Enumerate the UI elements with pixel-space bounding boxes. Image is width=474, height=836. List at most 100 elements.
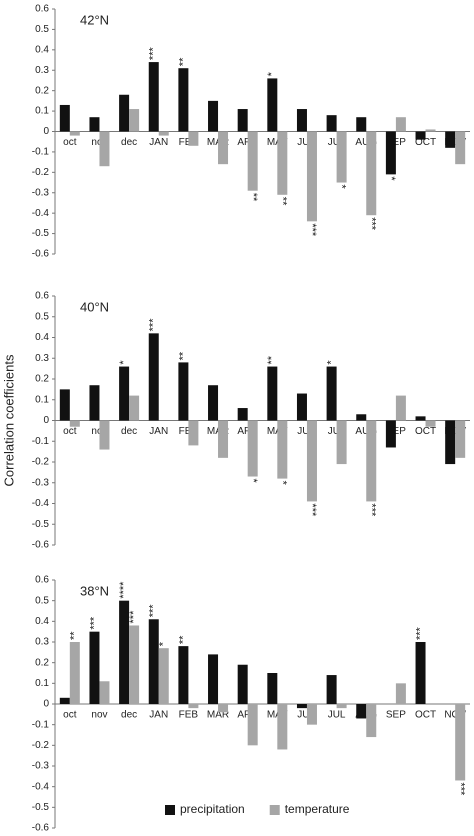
y-tick-label: -0.5 bbox=[32, 802, 50, 813]
significance-mark: * bbox=[385, 176, 397, 181]
significance-mark: * bbox=[276, 481, 288, 486]
bar bbox=[69, 131, 80, 136]
x-tick-label: FEB bbox=[179, 710, 199, 721]
bar bbox=[59, 697, 70, 704]
x-tick-label: APR bbox=[237, 710, 258, 721]
x-tick-label: dec bbox=[121, 426, 137, 437]
bar bbox=[148, 333, 159, 421]
significance-mark: **** bbox=[118, 581, 130, 599]
y-tick-label: 0.6 bbox=[35, 291, 49, 302]
y-tick-label: -0.4 bbox=[32, 208, 50, 219]
y-tick-label: -0.4 bbox=[32, 498, 50, 509]
significance-mark: * bbox=[158, 641, 170, 646]
significance-mark: * bbox=[247, 479, 259, 484]
significance-mark: ** bbox=[177, 351, 189, 360]
bar bbox=[445, 420, 456, 465]
x-tick-label: MAR bbox=[207, 710, 229, 721]
bar bbox=[395, 117, 406, 132]
y-tick-label: 0.5 bbox=[35, 311, 49, 322]
bar bbox=[455, 420, 466, 458]
bar bbox=[267, 78, 278, 132]
x-tick-label: SEP bbox=[386, 137, 406, 148]
legend-label: temperature bbox=[285, 802, 350, 816]
bar bbox=[247, 704, 258, 746]
bar bbox=[385, 131, 396, 175]
x-tick-label: OCT bbox=[415, 137, 436, 148]
bar bbox=[267, 366, 278, 421]
panel-title: 40°N bbox=[80, 299, 109, 314]
bar bbox=[366, 704, 377, 738]
bar bbox=[129, 109, 140, 132]
significance-mark: * bbox=[118, 360, 130, 365]
y-tick-label: 0.3 bbox=[35, 353, 49, 364]
bar bbox=[148, 619, 159, 704]
bar bbox=[178, 68, 189, 132]
significance-mark: *** bbox=[128, 610, 140, 624]
bar bbox=[277, 704, 288, 750]
bar bbox=[69, 420, 80, 427]
y-tick-label: 0.2 bbox=[35, 85, 49, 96]
y-tick-label: 0.5 bbox=[35, 24, 49, 35]
significance-mark: *** bbox=[414, 626, 426, 640]
bar bbox=[326, 366, 337, 421]
y-tick-label: -0.6 bbox=[32, 823, 50, 834]
panel-title: 42°N bbox=[80, 12, 109, 27]
bar bbox=[296, 109, 307, 132]
bar bbox=[119, 94, 130, 132]
y-tick-label: -0.2 bbox=[32, 167, 50, 178]
bar bbox=[356, 414, 367, 421]
x-tick-label: OCT bbox=[415, 426, 436, 437]
bar bbox=[425, 129, 436, 132]
bar bbox=[277, 420, 288, 479]
significance-mark: ** bbox=[177, 57, 189, 66]
bar bbox=[208, 385, 219, 421]
bar bbox=[267, 673, 278, 704]
bar bbox=[158, 648, 169, 704]
x-tick-label: SEP bbox=[386, 710, 406, 721]
significance-mark: ** bbox=[177, 635, 189, 644]
bar bbox=[237, 109, 248, 132]
bar bbox=[356, 117, 367, 132]
significance-mark: *** bbox=[148, 318, 160, 332]
bar bbox=[89, 631, 100, 704]
x-tick-label: oct bbox=[63, 710, 77, 721]
y-tick-label: 0.4 bbox=[35, 44, 49, 55]
legend-swatch bbox=[165, 805, 175, 815]
y-tick-label: -0.5 bbox=[32, 228, 50, 239]
bar bbox=[208, 654, 219, 704]
y-tick-label: 0.1 bbox=[35, 394, 49, 405]
significance-mark: *** bbox=[88, 616, 100, 630]
bar bbox=[326, 115, 337, 132]
y-tick-label: 0.3 bbox=[35, 637, 49, 648]
bar bbox=[455, 131, 466, 165]
y-tick-label: -0.6 bbox=[32, 540, 50, 551]
bar bbox=[69, 642, 80, 704]
bar bbox=[178, 362, 189, 421]
y-tick-label: 0.4 bbox=[35, 616, 49, 627]
significance-mark: *** bbox=[148, 47, 160, 61]
y-axis-label: Correlation coefficients bbox=[1, 354, 16, 486]
bar bbox=[247, 420, 258, 477]
significance-mark: * bbox=[266, 71, 278, 76]
x-tick-label: APR bbox=[237, 426, 258, 437]
significance-mark: *** bbox=[365, 503, 377, 517]
significance-mark: ** bbox=[266, 355, 278, 364]
bar bbox=[326, 675, 337, 704]
bar bbox=[208, 100, 219, 132]
y-tick-label: 0 bbox=[43, 699, 49, 710]
bar bbox=[277, 131, 288, 195]
y-tick-label: 0.4 bbox=[35, 332, 49, 343]
y-tick-label: -0.1 bbox=[32, 719, 50, 730]
x-tick-label: nov bbox=[91, 710, 107, 721]
bar bbox=[296, 704, 307, 709]
bar bbox=[395, 395, 406, 421]
y-tick-label: 0.6 bbox=[35, 4, 49, 15]
y-tick-label: 0.1 bbox=[35, 106, 49, 117]
y-tick-label: 0.2 bbox=[35, 374, 49, 385]
bar bbox=[385, 420, 396, 448]
bar bbox=[119, 366, 130, 421]
bar bbox=[455, 704, 466, 781]
y-tick-label: 0.6 bbox=[35, 575, 49, 586]
bar bbox=[415, 642, 426, 704]
bar bbox=[59, 389, 70, 421]
